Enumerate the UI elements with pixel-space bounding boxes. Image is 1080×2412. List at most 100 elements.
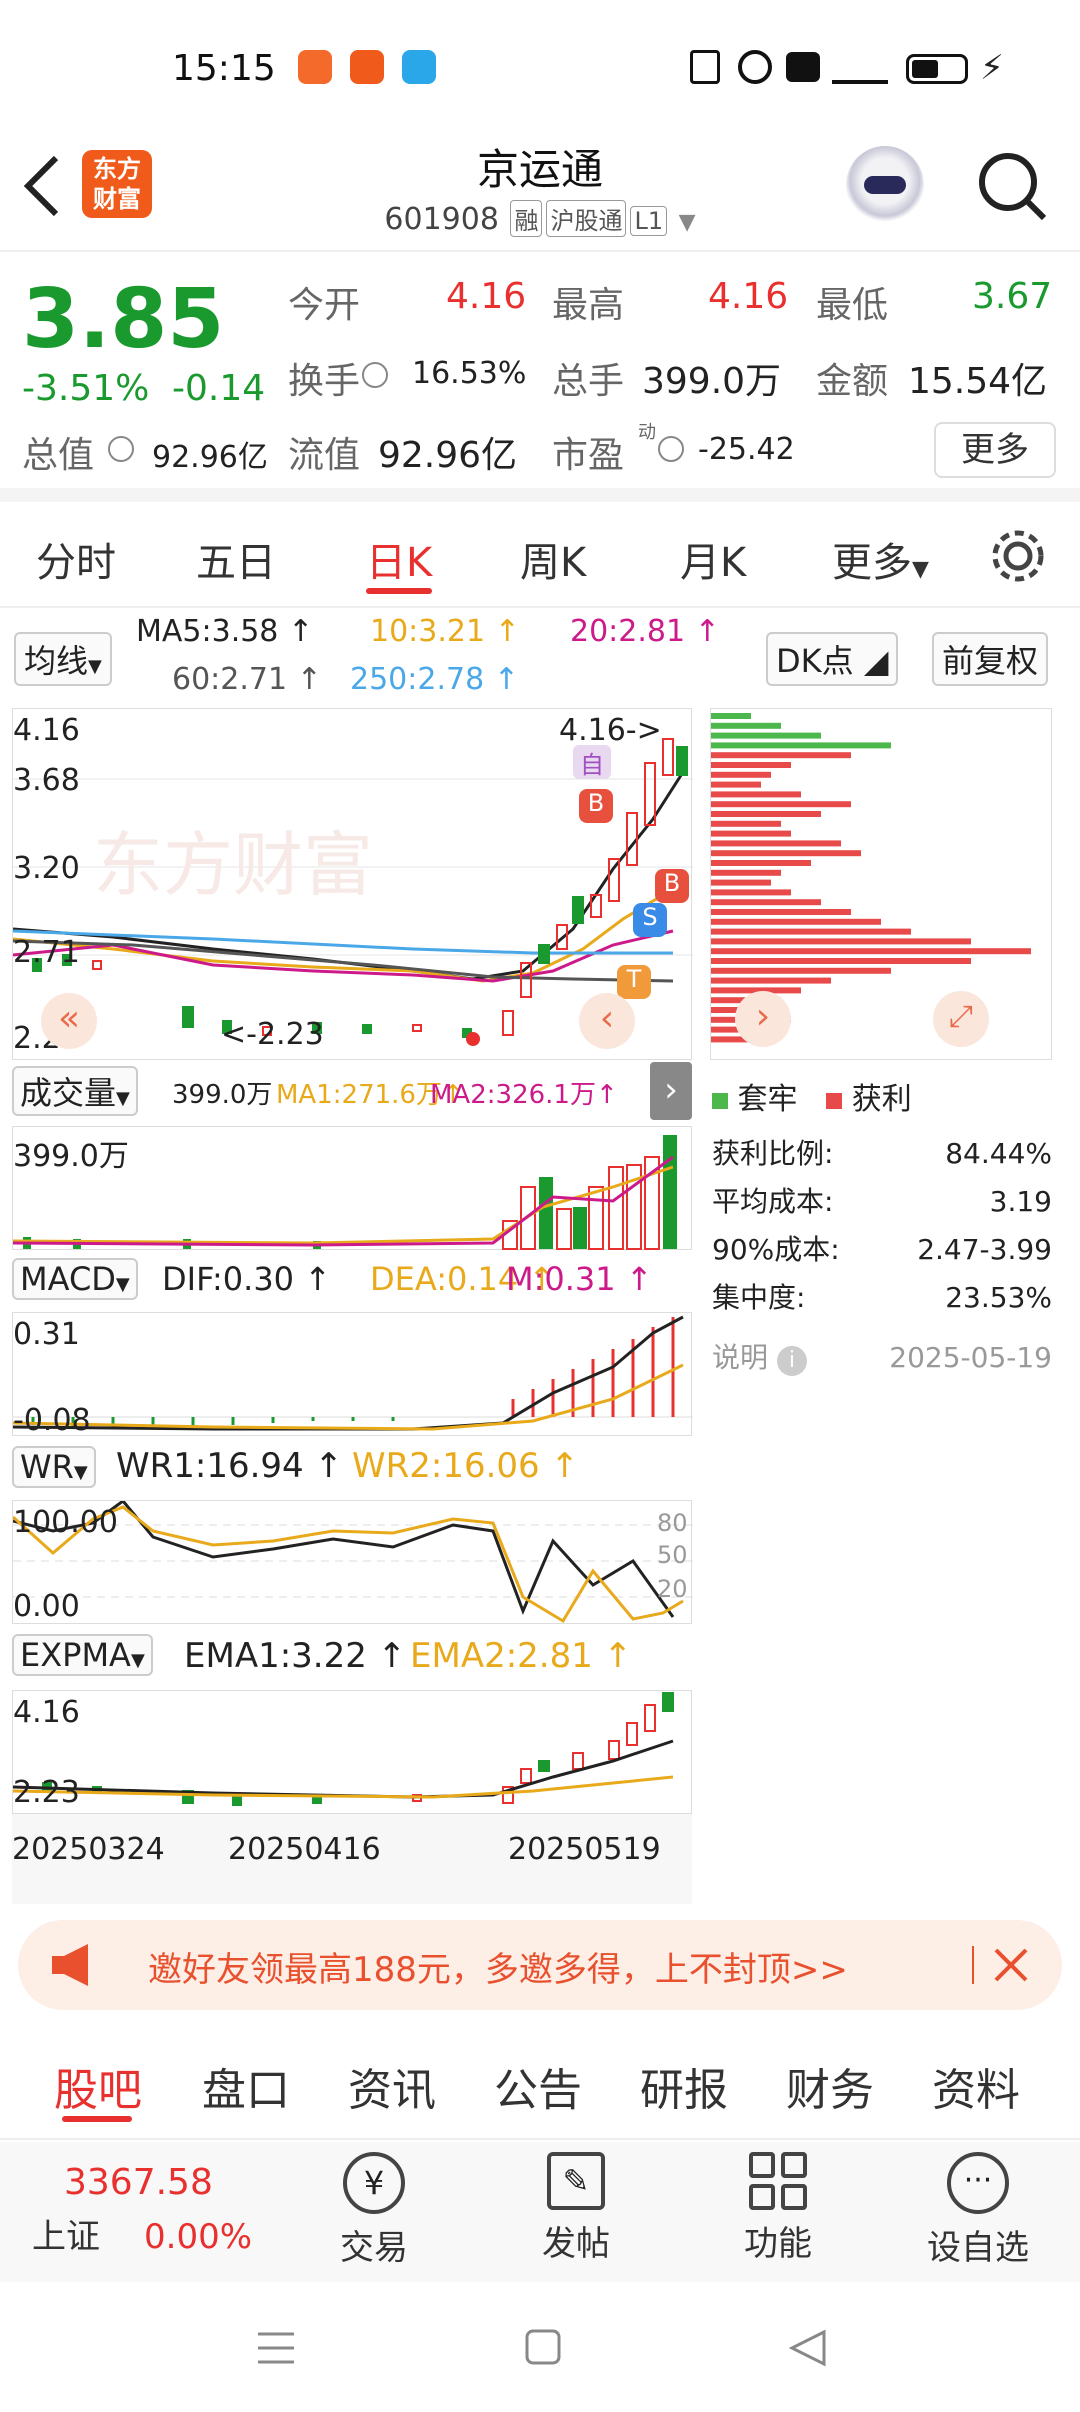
tab-research[interactable]: 研报 xyxy=(640,2065,728,2116)
macd-chart[interactable]: 0.31 -0.08 xyxy=(12,1312,693,1438)
tab-monthly-k[interactable]: 月K xyxy=(680,540,747,586)
wr-chart[interactable]: 100.00 0.00 80 50 20 xyxy=(12,1500,693,1624)
chip-bar xyxy=(711,958,971,964)
ma60-label: 60:2.71 ↑ xyxy=(172,662,322,697)
change-pct: -3.51% xyxy=(22,368,150,409)
expma-dropdown[interactable]: EXPMA▼ xyxy=(12,1634,153,1676)
chip-stats: 获利比例: 84.44% 平均成本: 3.19 90%成本: 2.47-3.99 集中… xyxy=(712,1130,1052,1382)
chevron-right-icon[interactable]: › xyxy=(735,991,791,1047)
status-time: 15:15 xyxy=(172,48,276,89)
date-label: 20250324 xyxy=(12,1832,165,1867)
close-icon[interactable] xyxy=(992,1946,1030,1984)
stock-code: 601908 xyxy=(384,202,499,237)
trade-button[interactable]: ¥ 交易 xyxy=(304,2152,444,2269)
sell-mark-badge[interactable]: S xyxy=(633,903,667,937)
forward-adjust-button[interactable]: 前复权 xyxy=(932,632,1049,686)
chip-bar xyxy=(711,801,851,808)
chevron-down-icon: ▼ xyxy=(678,210,696,235)
ema2-value: EMA2:2.81 ↑ xyxy=(410,1636,633,1676)
menu-icon[interactable] xyxy=(256,2330,296,2366)
high-value: 4.16 xyxy=(708,276,789,317)
kline-chart[interactable]: 东方财富 xyxy=(12,708,693,1060)
tab-underline xyxy=(62,2116,132,2122)
ma5-label: MA5:3.58 ↑ xyxy=(136,614,314,649)
tab-profile[interactable]: 资料 xyxy=(932,2065,1020,2116)
tab-more[interactable]: 更多▼ xyxy=(832,540,929,586)
functions-button[interactable]: 功能 xyxy=(708,2152,848,2265)
divider xyxy=(972,1946,974,1984)
tab-forum[interactable]: 股吧 xyxy=(54,2065,142,2116)
chevron-left-icon[interactable]: ‹ xyxy=(579,993,635,1049)
tab-weekly-k[interactable]: 周K xyxy=(520,540,587,586)
tab-five-day[interactable]: 五日 xyxy=(196,540,276,586)
volume-ma2: MA2:326.1万↑ xyxy=(430,1080,618,1110)
chevron-left-icon[interactable] xyxy=(22,154,62,218)
more-button[interactable]: 更多 xyxy=(934,422,1056,478)
tab-orderbook[interactable]: 盘口 xyxy=(202,2065,290,2116)
info-icon[interactable] xyxy=(362,362,388,388)
macd-dropdown[interactable]: MACD▼ xyxy=(12,1258,138,1300)
mcap-value: 92.96亿 xyxy=(152,440,268,475)
post-button[interactable]: ✎ 发帖 xyxy=(506,2152,646,2265)
ma-dropdown[interactable]: 均线▼ xyxy=(14,632,112,686)
chip-bar xyxy=(711,909,851,915)
y-axis-4: 2.71 xyxy=(13,935,80,970)
eastmoney-logo: 东方 财富 xyxy=(82,150,152,218)
expma-chart[interactable]: 4.16 2.23 xyxy=(12,1690,692,1814)
expma-y-bottom: 2.23 xyxy=(13,1775,80,1810)
chip-distribution-chart[interactable]: › ⤢ xyxy=(710,708,1052,1060)
ma250-label: 250:2.78 ↑ xyxy=(350,662,519,697)
status-bar: 15:15 ⚡ xyxy=(0,0,1080,130)
chip-bar xyxy=(711,771,771,778)
chip-bar xyxy=(711,928,911,935)
tag-margin: 融 xyxy=(510,200,543,237)
amount-value: 15.54亿 xyxy=(908,361,1048,402)
quote-panel: 3.85 -3.51% -0.14 今开 4.16 最高 4.16 最低 3.6… xyxy=(0,252,1080,502)
gear-icon[interactable] xyxy=(990,528,1046,584)
chip-bar xyxy=(711,938,971,945)
t-mark-badge[interactable]: T xyxy=(617,965,651,999)
search-icon[interactable] xyxy=(976,150,1048,222)
expand-icon[interactable]: ⤢ xyxy=(933,991,989,1047)
tab-news[interactable]: 资讯 xyxy=(348,2065,436,2116)
tplink-app-icon xyxy=(402,50,436,84)
scroll-left-icon[interactable]: « xyxy=(41,993,97,1049)
index-ticker[interactable]: 3367.58 上证 0.00% xyxy=(32,2162,282,2258)
invite-banner[interactable]: 邀好友领最高188元，多邀多得，上不封顶>> xyxy=(18,1920,1062,2010)
edit-icon: ✎ xyxy=(547,2152,605,2210)
stock-code-line[interactable]: 601908 融沪股通 L1 ▼ xyxy=(0,200,1080,237)
add-watchlist-button[interactable]: ··· 设自选 xyxy=(908,2152,1048,2269)
low-label: 最低 xyxy=(816,285,889,326)
tab-financials[interactable]: 财务 xyxy=(786,2065,874,2116)
collapse-panel-button[interactable]: › xyxy=(650,1062,692,1120)
home-icon[interactable] xyxy=(524,2328,562,2366)
chip-bar xyxy=(711,879,771,886)
tab-intraday[interactable]: 分时 xyxy=(36,540,116,586)
chip-bar xyxy=(711,713,751,719)
wr-y-top: 100.00 xyxy=(13,1505,118,1540)
robot-assistant-icon[interactable] xyxy=(846,146,924,224)
float-value: 92.96亿 xyxy=(378,435,518,476)
self-mark-badge[interactable]: 自 xyxy=(573,745,611,779)
buy-mark-badge[interactable]: B xyxy=(579,789,613,823)
wr-dropdown[interactable]: WR▼ xyxy=(12,1446,96,1488)
back-triangle-icon[interactable] xyxy=(788,2328,828,2368)
tab-announcements[interactable]: 公告 xyxy=(494,2065,582,2116)
wr2-value: WR2:16.06 ↑ xyxy=(352,1446,579,1486)
macd-m: M:0.31 ↑ xyxy=(506,1260,653,1298)
dk-point-button[interactable]: DK点 ◢ xyxy=(766,632,899,686)
tab-daily-k[interactable]: 日K xyxy=(366,540,433,586)
buy-mark-badge[interactable]: B xyxy=(655,869,689,903)
volume-dropdown[interactable]: 成交量▼ xyxy=(12,1066,138,1116)
info-icon[interactable] xyxy=(658,436,684,462)
macd-dea: DEA:0.14 ↑ xyxy=(370,1260,556,1298)
yen-exchange-icon: ¥ xyxy=(343,2152,405,2214)
info-icon[interactable] xyxy=(108,436,134,462)
turnover-value: 16.53% xyxy=(412,356,527,391)
macd-dif: DIF:0.30 ↑ xyxy=(162,1260,332,1298)
date-label: 20250519 xyxy=(508,1832,661,1867)
chip-note-link[interactable]: 说明 i xyxy=(712,1334,807,1382)
y-axis-3: 3.20 xyxy=(13,851,80,886)
volume-chart[interactable]: 399.0万 xyxy=(12,1126,692,1250)
volume-y-axis: 399.0万 xyxy=(13,1139,129,1174)
